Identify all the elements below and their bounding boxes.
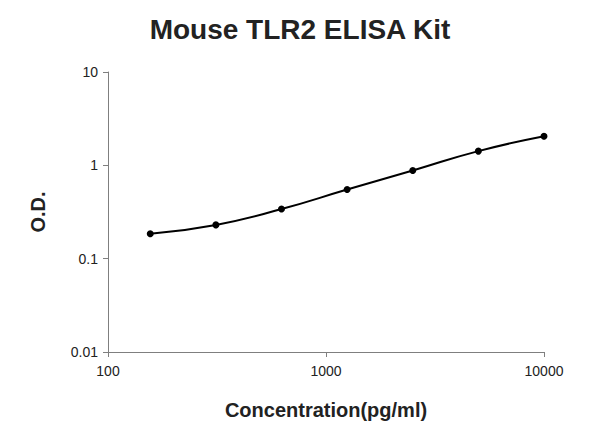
svg-text:10000: 10000: [525, 363, 564, 379]
svg-text:1: 1: [90, 157, 98, 173]
svg-text:1000: 1000: [310, 363, 341, 379]
svg-text:0.01: 0.01: [71, 344, 98, 360]
svg-text:O.D.: O.D.: [27, 191, 49, 232]
svg-text:10: 10: [82, 64, 98, 80]
svg-text:100: 100: [96, 363, 120, 379]
svg-text:Concentration(pg/ml): Concentration(pg/ml): [225, 399, 427, 421]
svg-text:0.1: 0.1: [79, 251, 99, 267]
svg-text:Mouse TLR2 ELISA Kit: Mouse TLR2 ELISA Kit: [150, 14, 451, 45]
